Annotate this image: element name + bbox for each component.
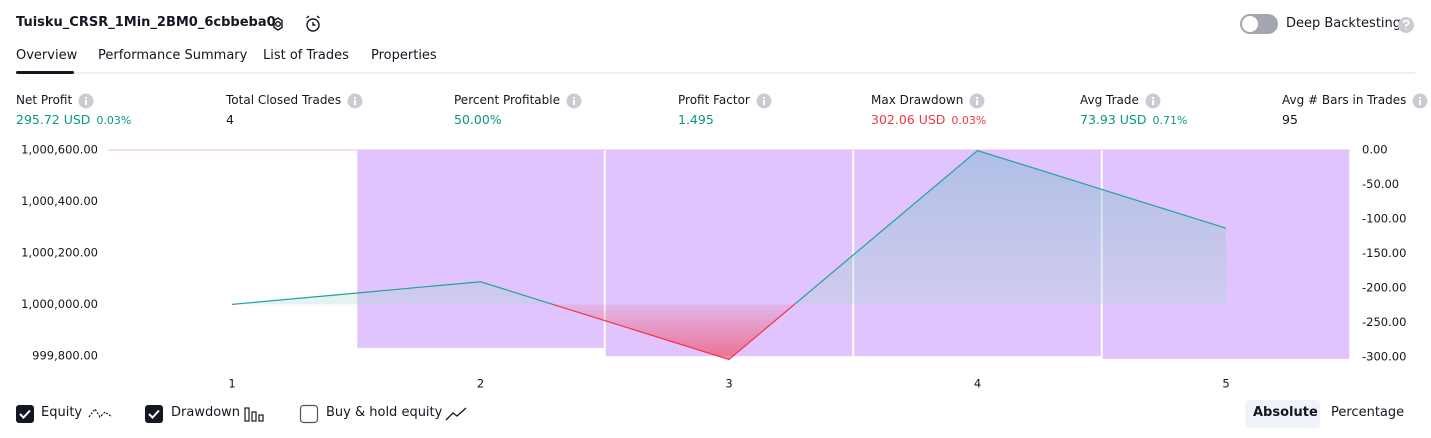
metric-value-text: 1.495 bbox=[678, 112, 714, 127]
metric-percent: 0.03% bbox=[951, 114, 987, 127]
x-tick-label: 1 bbox=[228, 377, 235, 391]
info-icon[interactable] bbox=[1412, 93, 1428, 109]
equity-icon bbox=[88, 407, 113, 418]
equity-chart: 1,000,600.00 1,000,400.00 1,000,200.00 1,00… bbox=[21, 143, 1406, 391]
deep-backtesting-label: Deep Backtesting bbox=[1286, 16, 1402, 31]
y-tick-label: 1,000,000.00 bbox=[21, 297, 98, 311]
strategy-title: Tuisku_CRSR_1Min_2BM0_6cbbeba0 bbox=[16, 15, 276, 30]
info-icon[interactable] bbox=[78, 93, 94, 109]
metric-value: 73.93 USD 0.71% bbox=[1080, 112, 1187, 127]
y2-tick-label: -100.00 bbox=[1362, 211, 1406, 225]
help-icon[interactable] bbox=[1397, 16, 1415, 34]
settings-icon[interactable] bbox=[273, 17, 283, 31]
y2-tick-label: -150.00 bbox=[1362, 246, 1406, 260]
info-icon[interactable] bbox=[347, 93, 363, 109]
drawdown-checkbox[interactable] bbox=[143, 403, 165, 425]
active-tab-indicator bbox=[16, 71, 74, 74]
info-icon[interactable] bbox=[969, 93, 985, 109]
equity-line bbox=[231, 149, 1227, 361]
metric-label: Percent Profitable bbox=[454, 93, 560, 107]
y2-tick-label: 0.00 bbox=[1362, 143, 1388, 157]
y-tick-label: 999,800.00 bbox=[32, 348, 98, 362]
alert-icon[interactable] bbox=[306, 15, 320, 32]
drawdown-icon bbox=[244, 407, 264, 422]
metric-label: Profit Factor bbox=[678, 93, 750, 107]
x-tick-label: 5 bbox=[1222, 377, 1229, 391]
info-icon[interactable] bbox=[1145, 93, 1161, 109]
metric-value-text: 302.06 USD bbox=[871, 112, 946, 127]
metric-label: Net Profit bbox=[16, 93, 73, 107]
metric-label: Total Closed Trades bbox=[226, 93, 342, 107]
metric-value-text: 50.00% bbox=[454, 112, 502, 127]
y2-tick-label: -300.00 bbox=[1362, 349, 1406, 363]
info-icon[interactable] bbox=[756, 93, 772, 109]
y-tick-label: 1,000,200.00 bbox=[21, 245, 98, 259]
tab[interactable]: List of Trades bbox=[263, 48, 349, 63]
metric-value: 302.06 USD 0.03% bbox=[871, 112, 986, 127]
tab[interactable]: Overview bbox=[16, 48, 78, 63]
percentage-button[interactable]: Percentage bbox=[1331, 405, 1405, 420]
buy-hold-checkbox[interactable] bbox=[298, 403, 320, 425]
equity-checkbox[interactable] bbox=[14, 403, 36, 425]
metric-value-text: 295.72 USD bbox=[16, 112, 91, 127]
y2-tick-label: -250.00 bbox=[1362, 315, 1406, 329]
drawdown-bar bbox=[357, 150, 604, 348]
metric-label: Avg Trade bbox=[1080, 93, 1139, 107]
y2-tick-label: -200.00 bbox=[1362, 280, 1406, 294]
absolute-button[interactable]: Absolute bbox=[1253, 405, 1318, 420]
metric-value: 295.72 USD 0.03% bbox=[16, 112, 131, 127]
y2-tick-label: -50.00 bbox=[1362, 177, 1399, 191]
tab[interactable]: Performance Summary bbox=[98, 48, 248, 63]
deep-backtesting-toggle[interactable] bbox=[1238, 12, 1280, 36]
metric-value-text: 4 bbox=[226, 112, 234, 127]
metric-value: 95 bbox=[1282, 112, 1298, 127]
metric-value: 4 bbox=[226, 112, 234, 127]
buy-hold-label[interactable]: Buy & hold equity bbox=[326, 405, 443, 420]
metric-label: Max Drawdown bbox=[871, 93, 964, 107]
x-tick-label: 4 bbox=[974, 377, 981, 391]
x-tick-label: 2 bbox=[477, 377, 484, 391]
header-icons bbox=[273, 15, 320, 32]
metric-value-text: 73.93 USD bbox=[1080, 112, 1147, 127]
tab-separator bbox=[16, 72, 1415, 74]
equity-area bbox=[232, 150, 1226, 360]
metric-percent: 0.03% bbox=[96, 114, 132, 127]
equity-toggle-label[interactable]: Equity bbox=[41, 405, 83, 420]
y-tick-label: 1,000,400.00 bbox=[21, 194, 98, 208]
metric-value: 50.00% bbox=[454, 112, 502, 127]
x-tick-label: 3 bbox=[725, 377, 732, 391]
buy-hold-icon bbox=[445, 407, 467, 421]
metric-value-text: 95 bbox=[1282, 112, 1298, 127]
y-tick-label: 1,000,600.00 bbox=[21, 143, 98, 157]
absolute-button-bg[interactable] bbox=[1245, 400, 1320, 428]
metric-percent: 0.71% bbox=[1152, 114, 1188, 127]
metric-value: 1.495 bbox=[678, 112, 714, 127]
info-icon[interactable] bbox=[566, 93, 582, 109]
metric-label: Avg # Bars in Trades bbox=[1282, 93, 1407, 107]
tab[interactable]: Properties bbox=[371, 48, 437, 63]
drawdown-toggle-label[interactable]: Drawdown bbox=[171, 405, 241, 420]
